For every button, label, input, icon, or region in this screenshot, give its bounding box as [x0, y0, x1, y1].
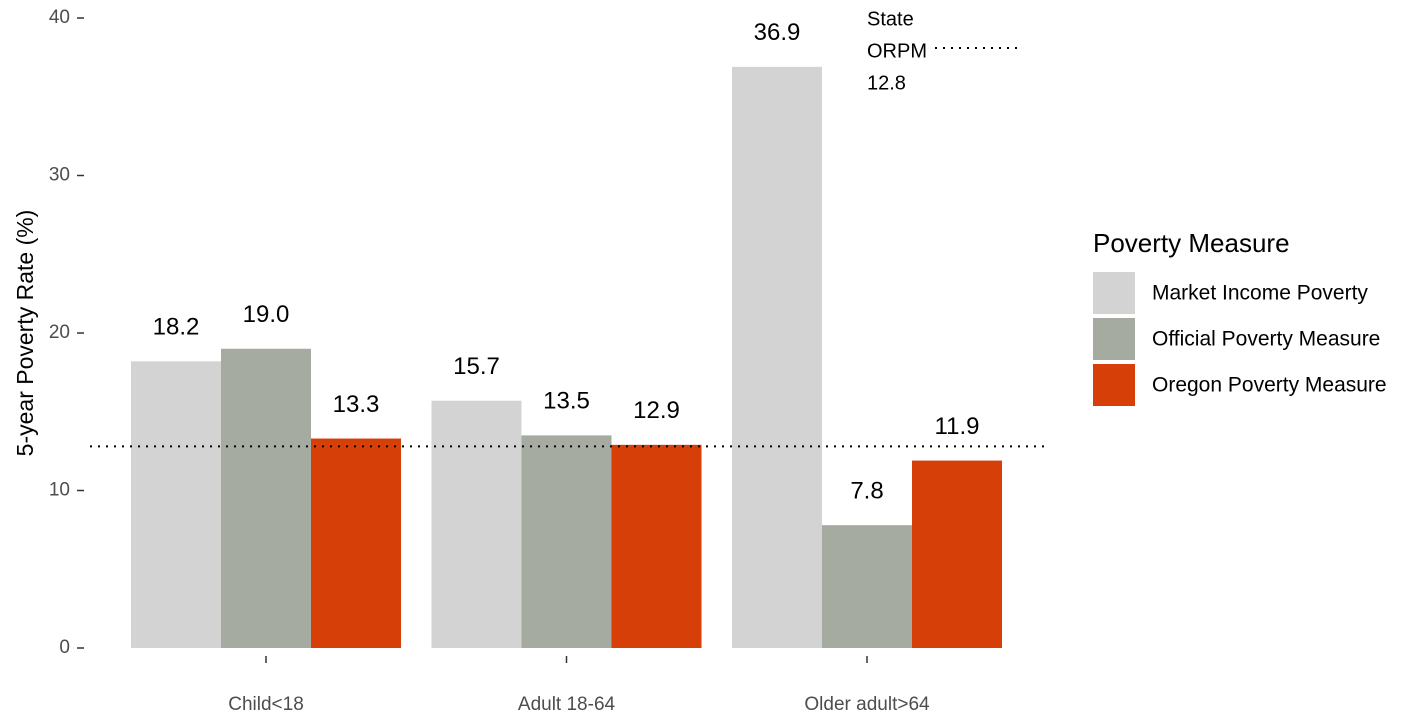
- y-tick-label: 20: [49, 322, 70, 343]
- value-label: 18.2: [153, 314, 200, 341]
- value-label: 36.9: [754, 19, 801, 46]
- y-tick-label: 0: [59, 637, 70, 658]
- value-label: 13.3: [333, 391, 380, 418]
- y-axis-label: 5-year Poverty Rate (%): [12, 210, 38, 457]
- value-label: 19.0: [243, 301, 290, 328]
- x-tick-label: Child<18: [228, 694, 304, 715]
- legend-label: Official Poverty Measure: [1152, 328, 1380, 351]
- bar: [912, 460, 1002, 648]
- y-tick-label: 40: [49, 7, 70, 28]
- annotation: 12.8: [867, 72, 906, 94]
- legend-title: Poverty Measure: [1093, 228, 1290, 258]
- value-label: 7.8: [850, 477, 883, 504]
- value-label: 13.5: [543, 388, 590, 415]
- legend-key: [1093, 318, 1135, 360]
- bar: [131, 361, 221, 648]
- bar: [822, 525, 912, 648]
- bar: [311, 438, 401, 648]
- legend-label: Market Income Poverty: [1152, 282, 1368, 305]
- y-tick-label: 30: [49, 165, 70, 186]
- value-label: 15.7: [453, 353, 500, 380]
- value-label: 12.9: [633, 397, 680, 424]
- annotation: State: [867, 8, 914, 30]
- value-label: 11.9: [935, 413, 980, 440]
- x-tick-label: Adult 18-64: [518, 694, 616, 715]
- legend-key: [1093, 364, 1135, 406]
- legend-label: Oregon Poverty Measure: [1152, 374, 1387, 397]
- legend-key: [1093, 272, 1135, 314]
- bar: [732, 66, 822, 648]
- y-tick-label: 10: [49, 480, 70, 501]
- bar: [521, 435, 612, 648]
- bar: [611, 444, 702, 648]
- annotation: ORPM: [867, 40, 927, 62]
- bar: [431, 400, 522, 648]
- x-tick-label: Older adult>64: [804, 694, 930, 715]
- bar: [221, 348, 311, 648]
